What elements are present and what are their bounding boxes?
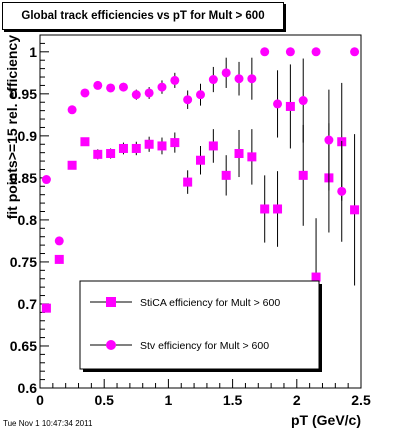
data-point-stica: [157, 141, 167, 151]
legend-marker-stv: [106, 340, 116, 350]
x-axis-label: pT (GeV/c): [291, 412, 361, 428]
data-point-stv: [118, 82, 128, 92]
data-point-stica: [221, 170, 231, 180]
data-point-stica: [196, 155, 205, 165]
data-point-stv: [80, 88, 90, 98]
y-tick-label: 1: [29, 44, 37, 60]
data-point-stv: [298, 96, 308, 106]
data-point-stv: [234, 74, 244, 84]
data-point-stica: [118, 143, 128, 153]
data-point-stv: [247, 74, 257, 84]
axes: 0 0.5 1 1.5 2 2.5 0.6 0.65 0.7 0.75 0.8 0.85 0.9 0.95…: [10, 42, 371, 408]
data-point-stv: [350, 47, 360, 57]
data-point-stica: [183, 177, 193, 187]
y-tick-label: 0.7: [18, 296, 38, 312]
data-point-stv: [93, 80, 103, 90]
data-point-stica: [131, 143, 141, 153]
data-point-stica: [260, 204, 270, 214]
data-point-stica: [208, 141, 218, 151]
data-marks: [41, 47, 360, 336]
y-tick-label: 0.65: [10, 338, 37, 354]
data-point-stica: [144, 139, 154, 149]
data-point-stv: [106, 83, 116, 93]
data-point-stv: [324, 135, 334, 145]
data-point-stv: [41, 175, 51, 185]
x-tick-label: 1: [165, 392, 173, 408]
data-point-stv: [170, 75, 180, 85]
y-tick-label: 0.9: [18, 128, 38, 144]
data-point-stica: [273, 204, 283, 214]
data-point-stica: [311, 272, 321, 282]
data-point-stica: [170, 138, 180, 148]
data-point-stica: [93, 149, 103, 159]
data-point-stica: [80, 137, 90, 147]
chart-title: Global track efficiencies vs pT for Mult…: [2, 2, 284, 30]
data-point-stv: [273, 99, 283, 109]
data-point-stv: [183, 95, 193, 105]
y-axis-label: fit points>=15 rel. efficiency: [4, 35, 20, 220]
y-tick-label: 0.6: [18, 380, 38, 396]
y-tick-label: 0.8: [18, 212, 38, 228]
data-point-stv: [208, 75, 218, 85]
x-tick-label: 2.5: [351, 392, 371, 408]
x-tick-label: 2: [293, 392, 301, 408]
data-point-stv: [157, 82, 167, 92]
timestamp: Tue Nov 1 10:47:34 2011: [3, 419, 93, 428]
data-point-stica: [285, 101, 295, 111]
legend-entry-stica: StiCA efficiency for Mult > 600: [140, 297, 280, 309]
data-point-stica: [67, 160, 77, 170]
data-point-stv: [337, 186, 347, 196]
data-point-stica: [350, 205, 360, 215]
y-tick-label: 0.75: [10, 254, 37, 270]
x-tick-label: 1.5: [223, 392, 243, 408]
legend: StiCA efficiency for Mult > 600 Stv effi…: [79, 280, 322, 372]
data-point-stica: [41, 303, 51, 313]
data-point-stica: [247, 152, 257, 162]
data-point-stica: [54, 254, 64, 264]
data-point-stv: [311, 47, 321, 57]
data-point-stv: [54, 236, 64, 246]
y-tick-label: 0.95: [10, 86, 37, 102]
y-tick-label: 0.85: [10, 170, 37, 186]
data-point-stv: [67, 105, 77, 115]
x-tick-label: 0.5: [94, 392, 114, 408]
data-point-stica: [298, 170, 308, 180]
data-point-stica: [106, 149, 116, 159]
data-point-stv: [196, 90, 205, 100]
data-point-stv: [144, 88, 154, 98]
x-tick-label: 0: [36, 392, 44, 408]
data-point-stv: [131, 90, 141, 100]
data-point-stv: [285, 47, 295, 57]
data-point-stv: [221, 68, 231, 78]
legend-entry-stv: Stv efficiency for Mult > 600: [140, 340, 269, 352]
legend-marker-stica: [106, 297, 116, 307]
data-point-stica: [234, 149, 244, 159]
data-point-stv: [260, 47, 270, 57]
